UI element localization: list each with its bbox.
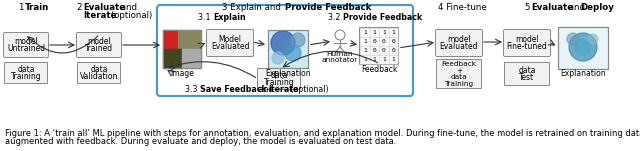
Text: 0: 0	[382, 39, 386, 44]
FancyBboxPatch shape	[3, 32, 49, 58]
Text: Training: Training	[11, 72, 42, 81]
Circle shape	[285, 45, 301, 61]
Text: 0: 0	[382, 48, 386, 53]
Text: model: model	[515, 35, 539, 44]
Text: data: data	[17, 65, 35, 74]
Text: Train: Train	[25, 3, 49, 13]
Text: 0: 0	[392, 39, 395, 44]
Text: 1: 1	[382, 57, 386, 62]
Bar	[182, 49, 201, 68]
Text: Untrained: Untrained	[7, 44, 45, 53]
Text: data: data	[451, 74, 467, 80]
Circle shape	[271, 31, 295, 55]
Text: model: model	[447, 35, 471, 44]
Text: 1: 1	[363, 30, 367, 35]
Circle shape	[588, 34, 598, 44]
Text: 3.2: 3.2	[328, 13, 343, 22]
Circle shape	[291, 33, 305, 47]
Text: 3.1: 3.1	[198, 13, 213, 22]
FancyBboxPatch shape	[360, 27, 399, 64]
Text: (optional): (optional)	[108, 11, 152, 19]
Text: 1: 1	[372, 30, 376, 35]
FancyBboxPatch shape	[504, 29, 550, 56]
Text: 0: 0	[372, 48, 376, 53]
Text: augmented with feedback. During evaluate and deploy, the model is evaluated on t: augmented with feedback. During evaluate…	[5, 137, 396, 146]
Bar	[163, 49, 182, 68]
Text: Feedback: Feedback	[442, 61, 477, 67]
Text: Provide Feedback: Provide Feedback	[285, 3, 371, 13]
Text: Trained: Trained	[85, 44, 113, 53]
Text: Feedback: Feedback	[361, 64, 397, 74]
Text: 1: 1	[392, 30, 395, 35]
Text: Explanation: Explanation	[560, 69, 606, 79]
Text: 1: 1	[392, 57, 395, 62]
FancyBboxPatch shape	[257, 69, 301, 90]
Text: Explain: Explain	[213, 13, 246, 22]
Text: model: model	[87, 37, 111, 46]
Text: Training: Training	[264, 78, 294, 87]
Text: 2: 2	[77, 3, 85, 13]
FancyBboxPatch shape	[436, 59, 481, 88]
Circle shape	[567, 33, 579, 45]
Text: Image: Image	[170, 69, 194, 77]
Text: Iterate: Iterate	[268, 85, 298, 93]
Circle shape	[575, 39, 591, 55]
Text: +: +	[456, 68, 462, 74]
FancyBboxPatch shape	[504, 63, 550, 85]
Bar	[163, 30, 178, 49]
Text: Save Feedback: Save Feedback	[200, 85, 267, 93]
Text: 1: 1	[363, 48, 367, 53]
Text: data: data	[270, 71, 288, 80]
Text: Training: Training	[444, 81, 474, 87]
Text: 0: 0	[392, 48, 395, 53]
Text: Evaluate: Evaluate	[531, 3, 573, 13]
Text: 5: 5	[525, 3, 533, 13]
FancyBboxPatch shape	[207, 29, 253, 56]
Text: and: and	[256, 85, 276, 93]
Text: 1: 1	[382, 30, 386, 35]
Text: 1: 1	[363, 57, 367, 62]
FancyBboxPatch shape	[558, 27, 608, 69]
Text: Test: Test	[520, 73, 534, 82]
Text: Fine-tuned: Fine-tuned	[507, 42, 547, 51]
Text: and: and	[566, 3, 588, 13]
Text: Validation: Validation	[80, 72, 118, 81]
Text: Figure 1: A ‘train all’ ML pipeline with steps for annotation, evaluation, and e: Figure 1: A ‘train all’ ML pipeline with…	[5, 129, 640, 138]
FancyBboxPatch shape	[77, 63, 120, 84]
FancyBboxPatch shape	[163, 30, 201, 68]
Text: Model: Model	[218, 35, 241, 44]
Circle shape	[272, 52, 284, 64]
Circle shape	[569, 33, 597, 61]
Text: Deploy: Deploy	[580, 3, 614, 13]
FancyBboxPatch shape	[435, 29, 483, 56]
Text: Human
annotator: Human annotator	[322, 50, 358, 64]
Text: 1: 1	[19, 3, 28, 13]
Text: model: model	[14, 37, 38, 46]
Text: Provide Feedback: Provide Feedback	[343, 13, 422, 22]
Text: 3.3: 3.3	[185, 85, 200, 93]
Text: data: data	[518, 66, 536, 75]
Text: Evaluate: Evaluate	[83, 3, 125, 13]
Text: Explanation: Explanation	[265, 69, 311, 77]
Text: Evaluated: Evaluated	[211, 42, 249, 51]
Bar	[178, 30, 201, 49]
Text: 1: 1	[363, 39, 367, 44]
Text: (optional): (optional)	[288, 85, 328, 93]
Text: 3 Explain and: 3 Explain and	[222, 3, 284, 13]
FancyBboxPatch shape	[4, 63, 47, 84]
Text: Evaluated: Evaluated	[440, 42, 478, 51]
FancyBboxPatch shape	[77, 32, 122, 58]
Text: Iterate: Iterate	[83, 11, 116, 19]
Text: 0: 0	[372, 39, 376, 44]
FancyBboxPatch shape	[268, 30, 308, 68]
Text: and: and	[118, 3, 137, 13]
Text: 1: 1	[372, 57, 376, 62]
Text: 4 Fine-tune: 4 Fine-tune	[438, 3, 487, 13]
Text: data: data	[90, 65, 108, 74]
